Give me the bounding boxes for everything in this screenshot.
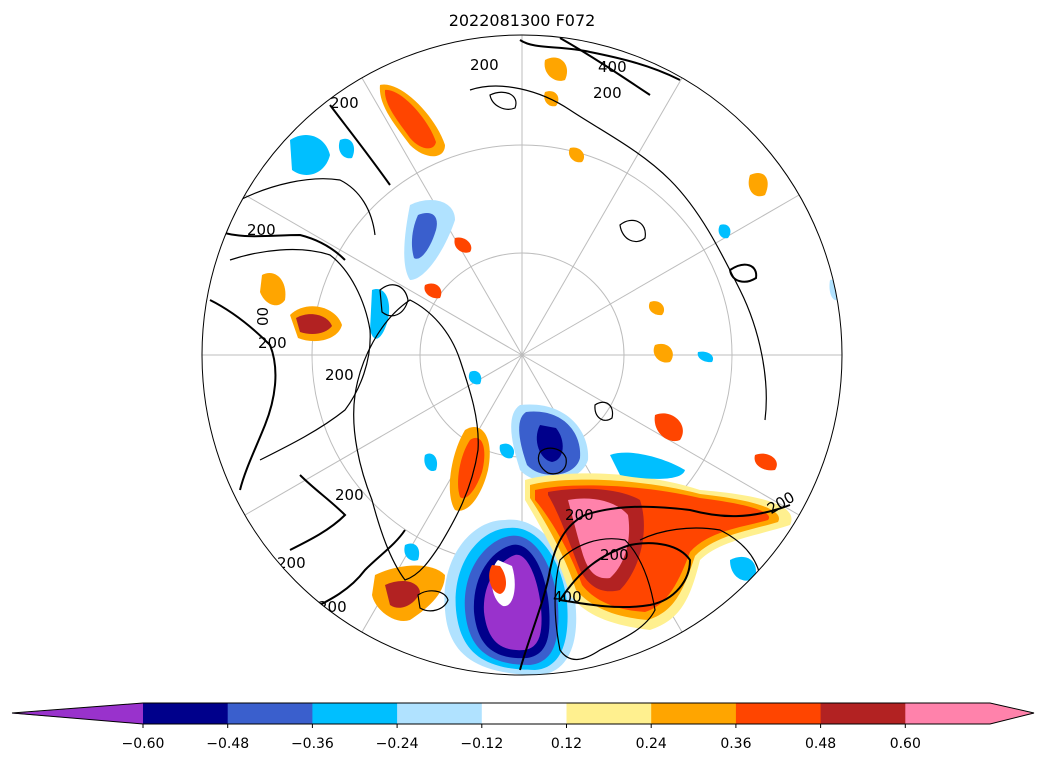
iceland-coast	[417, 590, 449, 612]
contour-label: 400	[553, 588, 582, 606]
positive-anomaly-region	[568, 498, 630, 579]
meridian-line	[244, 194, 523, 356]
canada-coast	[229, 248, 371, 461]
negative-anomaly-region	[468, 370, 482, 385]
height-contours	[209, 37, 826, 671]
negative-anomaly-region	[697, 351, 714, 363]
contour-line	[558, 542, 692, 609]
meridian-line	[521, 354, 800, 516]
alaska-coast	[239, 178, 376, 236]
contour-label: 200	[470, 56, 499, 74]
contour-line	[289, 474, 347, 551]
positive-anomaly-region	[296, 314, 332, 334]
colorbar-segment	[735, 703, 822, 724]
contour-label: 200	[247, 221, 276, 239]
siberia-coast	[469, 85, 767, 421]
contour-line	[329, 104, 391, 186]
contour-line	[559, 37, 651, 96]
negative-anomaly-region	[536, 425, 563, 462]
positive-anomaly-region	[654, 413, 683, 442]
contour-label: 200	[325, 366, 354, 384]
greenland-coast	[353, 299, 479, 581]
meridian-line	[521, 77, 683, 356]
positive-anomaly-region	[653, 343, 673, 363]
positive-anomaly-region	[260, 272, 286, 306]
positive-anomaly-region	[544, 57, 568, 81]
colorbar-segment	[820, 703, 906, 724]
colorbar-tick-label: 0.36	[720, 736, 751, 752]
colorbar-segment	[905, 703, 1034, 724]
meridian-line	[521, 194, 800, 356]
europe-coast	[639, 527, 761, 576]
map-disk-border	[201, 34, 843, 676]
negative-anomaly-region	[424, 453, 438, 472]
positive-anomaly-region	[424, 283, 442, 299]
colorbar-outline	[11, 702, 1035, 725]
negative-anomaly-region	[730, 556, 756, 581]
arctic-islands-coast	[379, 284, 409, 317]
scandinavia-coast	[554, 538, 656, 660]
negative-anomaly-region	[411, 212, 437, 259]
contour-label: 200	[593, 84, 622, 102]
colorbar-segment	[143, 703, 229, 724]
contour-label: 200	[600, 546, 629, 564]
colorbar-tick-label: −0.36	[291, 736, 334, 752]
negative-anomaly-region	[610, 452, 685, 479]
positive-anomaly-region	[648, 301, 665, 316]
negative-anomaly-region	[290, 135, 330, 175]
positive-anomaly-region	[384, 89, 436, 149]
negative-anomaly-region	[718, 224, 731, 239]
colorbar-segment	[227, 703, 313, 724]
positive-anomaly-region	[544, 91, 559, 107]
colorbar-segment	[397, 703, 483, 724]
contour-label: 200	[277, 554, 306, 572]
contour-line	[309, 529, 406, 611]
arctic-islands-coast	[619, 219, 646, 243]
arctic-islands-coast	[489, 91, 517, 110]
positive-anomaly-region	[454, 237, 472, 253]
contour-line	[728, 263, 758, 283]
positive-anomaly-region	[754, 453, 777, 471]
negative-anomaly-region	[338, 138, 355, 159]
contour-label: 200	[335, 486, 364, 504]
colorbar: −0.60 −0.48 −0.36 −0.24 −0.12 0.12 0.24 0.36 0.4…	[11, 702, 1035, 752]
colorbar-tick-label: 0.48	[805, 736, 836, 752]
contour-label: 400	[598, 58, 627, 76]
colorbar-tick-label: −0.12	[460, 736, 503, 752]
contour-line	[214, 229, 346, 261]
colorbar-tick-label: −0.48	[206, 736, 249, 752]
colorbar-tick-label: 0.12	[551, 736, 582, 752]
coastlines	[229, 85, 767, 660]
map-title: 2022081300 F072	[449, 11, 596, 30]
negative-anomaly-region	[404, 543, 420, 561]
positive-anomaly-region	[748, 172, 768, 197]
negative-anomaly-region	[499, 443, 515, 459]
colorbar-segment	[481, 703, 567, 724]
positive-anomaly-region	[489, 565, 506, 594]
colorbar-tick-label: −0.24	[376, 736, 419, 752]
contour-line	[519, 504, 791, 671]
colorbar-segment	[651, 703, 737, 724]
colorbar-segment	[566, 703, 652, 724]
colorbar-tick-label: 0.60	[890, 736, 921, 752]
arctic-islands-coast	[594, 401, 614, 421]
contour-label: 200	[330, 94, 359, 112]
colorbar-tick-label: 0.24	[636, 736, 667, 752]
contour-line	[209, 299, 277, 491]
positive-anomaly-region	[568, 147, 585, 163]
colorbar-tick-label: −0.60	[122, 736, 165, 752]
contour-label: 00	[254, 307, 272, 326]
polar-map: 200 200 400 200 200 00 200 200 200 200 2…	[201, 34, 843, 676]
negative-anomaly-region	[370, 289, 390, 339]
contour-line	[519, 39, 681, 81]
svalbard-coast	[537, 447, 567, 475]
colorbar-segment	[12, 703, 143, 724]
contour-label: 200	[565, 506, 594, 524]
colorbar-segment	[312, 703, 398, 724]
positive-anomaly-region	[385, 580, 420, 608]
contour-label: 200	[258, 334, 287, 352]
